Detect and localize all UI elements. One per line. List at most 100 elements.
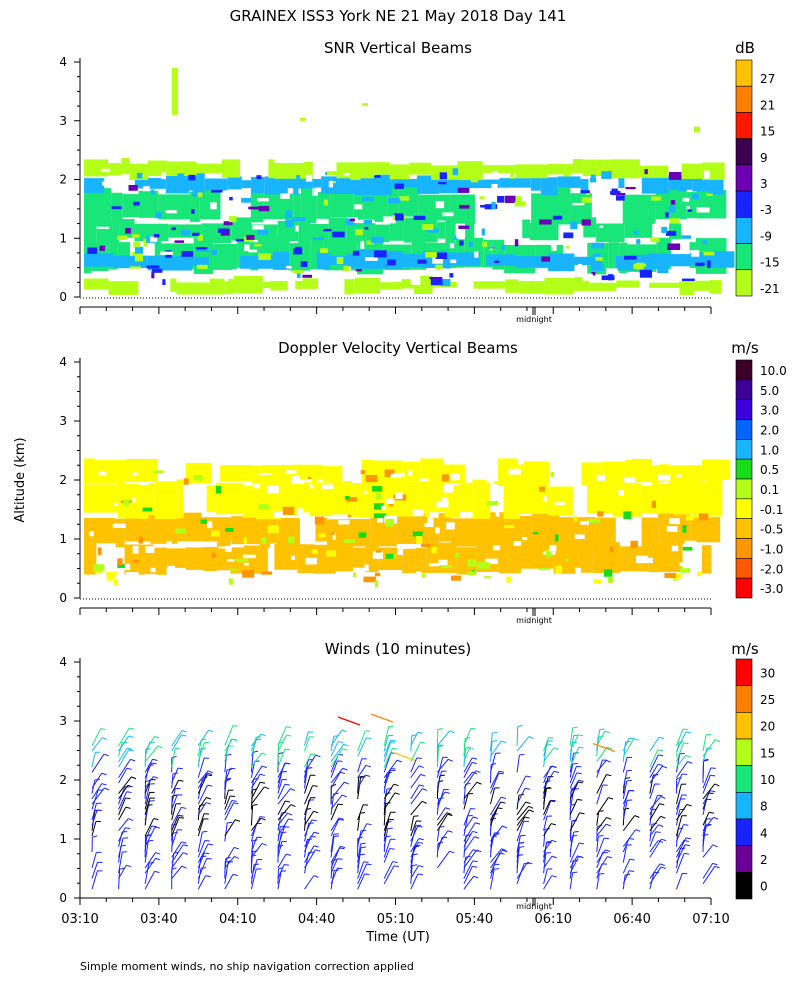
wind-barb xyxy=(489,868,495,890)
heatmap-cell xyxy=(586,193,590,196)
wind-barb xyxy=(516,847,520,868)
heatmap-cell xyxy=(353,572,357,578)
wind-barb-flag xyxy=(657,763,664,767)
heatmap-cell xyxy=(390,473,402,478)
heatmap-cell xyxy=(197,234,203,241)
wind-barb xyxy=(144,749,147,768)
x-tick-label: 06:40 xyxy=(613,912,650,927)
wind-barb xyxy=(622,800,628,821)
wind-barb xyxy=(622,780,628,799)
heatmap-cell xyxy=(503,481,521,519)
wind-barb-flag xyxy=(261,752,267,756)
heatmap-cell xyxy=(181,251,194,257)
heatmap-cell xyxy=(431,173,442,179)
heatmap-cell xyxy=(422,224,434,230)
wind-barb xyxy=(702,790,711,805)
colorbar-swatch xyxy=(735,518,753,539)
wind-barb xyxy=(250,765,263,784)
wind-barb xyxy=(91,753,105,773)
wind-barb-flag xyxy=(412,864,418,867)
heatmap-cell xyxy=(203,546,218,572)
heatmap-cell xyxy=(268,159,275,179)
wind-barb-flag xyxy=(419,784,425,787)
heatmap-cell xyxy=(491,201,496,210)
heatmap-cell xyxy=(413,215,426,220)
wind-barb xyxy=(197,813,205,831)
wind-barb xyxy=(675,784,682,805)
heatmap-cell xyxy=(153,233,160,238)
heatmap-cell xyxy=(102,181,110,186)
wind-barb-flag xyxy=(465,746,471,749)
wind-barb-flag xyxy=(578,734,584,737)
wind-barb xyxy=(569,812,581,831)
heatmap-cell xyxy=(459,240,464,246)
heatmap-cell xyxy=(206,485,217,513)
wind-barb xyxy=(489,764,492,783)
doppler-heatmap xyxy=(84,458,731,588)
heatmap-cell xyxy=(593,579,602,584)
heatmap-cell xyxy=(555,565,562,574)
wind-barb xyxy=(383,838,391,858)
heatmap-cell xyxy=(138,190,159,218)
wind-barb xyxy=(702,783,716,800)
wind-barb xyxy=(171,815,179,831)
heatmap-cell xyxy=(132,545,139,554)
wind-barb xyxy=(489,787,496,805)
wind-barb xyxy=(330,741,339,757)
heatmap-cell xyxy=(321,484,334,489)
heatmap-cell xyxy=(112,523,126,529)
wind-barb-flag xyxy=(207,772,213,775)
heatmap-cell xyxy=(697,571,702,577)
wind-barb xyxy=(516,801,527,816)
heatmap-cell xyxy=(105,176,112,180)
wind-barb xyxy=(463,793,469,810)
heatmap-cell xyxy=(694,126,700,133)
wind-barb-flag xyxy=(130,758,136,762)
wind-barb-flag xyxy=(447,830,453,833)
wind-barb xyxy=(144,736,155,752)
heatmap-cell xyxy=(680,568,691,573)
wind-barb xyxy=(330,847,340,869)
heatmap-cell xyxy=(211,189,223,193)
heatmap-cell xyxy=(229,196,233,201)
heatmap-cell xyxy=(227,559,235,562)
wind-barb xyxy=(675,728,684,746)
heatmap-cell xyxy=(316,192,331,219)
heatmap-cell xyxy=(354,204,363,210)
wind-barb xyxy=(675,837,687,858)
wind-barb-flag xyxy=(606,816,612,820)
wind-barb-flag xyxy=(337,803,344,806)
wind-barb xyxy=(171,748,176,768)
wind-barb xyxy=(330,793,335,815)
wind-barb-flag xyxy=(657,794,663,797)
wind-barb xyxy=(224,822,228,842)
heatmap-cell xyxy=(242,554,256,559)
heatmap-cell xyxy=(250,187,264,223)
heatmap-cell xyxy=(363,219,373,225)
wind-barb xyxy=(543,737,549,752)
heatmap-cell xyxy=(150,189,155,195)
wind-barb xyxy=(330,858,338,874)
wind-barb-flag xyxy=(92,835,98,838)
wind-barb xyxy=(410,816,415,831)
wind-barb xyxy=(144,776,154,789)
heatmap-cell xyxy=(312,188,318,196)
heatmap-cell xyxy=(100,168,111,172)
heatmap-cell xyxy=(317,273,326,278)
wind-barb-flag xyxy=(128,818,134,822)
heatmap-cell xyxy=(361,459,374,484)
heatmap-cell xyxy=(221,505,227,513)
wind-barb xyxy=(649,863,661,879)
heatmap-cell xyxy=(293,193,301,223)
wind-barb-flag xyxy=(607,856,613,859)
wind-barb xyxy=(569,831,575,853)
wind-barb xyxy=(649,736,660,752)
wind-barb xyxy=(118,827,126,842)
wind-barb xyxy=(197,818,204,837)
heatmap-cell xyxy=(623,255,637,260)
heatmap-cell xyxy=(188,174,196,181)
wind-barb-flag xyxy=(420,741,426,744)
wind-barb xyxy=(569,727,574,746)
wind-barb-flag xyxy=(260,817,266,821)
heatmap-cell xyxy=(428,563,440,567)
